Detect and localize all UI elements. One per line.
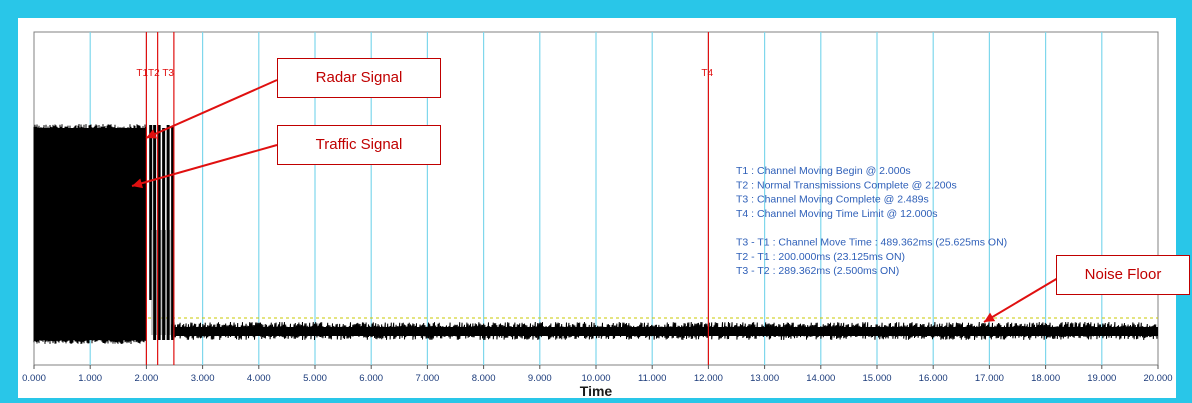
traffic-callout-arrow [131, 144, 278, 187]
annotation-line: T4 : Channel Moving Time Limit @ 12.000s [736, 208, 938, 220]
x-axis-label: Time [580, 383, 613, 399]
x-tick-label: 19.000 [1087, 373, 1116, 384]
x-tick-label: 10.000 [581, 373, 610, 384]
x-tick-label: 3.000 [191, 373, 215, 384]
annotation-line: T3 - T2 : 289.362ms (2.500ms ON) [736, 265, 899, 277]
x-tick-label: 16.000 [919, 373, 948, 384]
x-tick-label: 9.000 [528, 373, 552, 384]
x-tick-label: 12.000 [694, 373, 723, 384]
traffic-callout-arrow-head [132, 178, 143, 189]
noise-floor-trace [171, 321, 1158, 341]
radar-pulse [157, 125, 161, 340]
x-tick-label: 6.000 [359, 373, 383, 384]
marker-cluster-label: T1T2 T3 [136, 68, 174, 79]
radar-pulse [166, 125, 170, 340]
x-tick-label: 14.000 [806, 373, 835, 384]
radar-signal-callout: Radar Signal [277, 58, 441, 98]
annotation-line: T3 : Channel Moving Complete @ 2.489s [736, 194, 929, 206]
radar-callout-arrow [145, 79, 278, 139]
x-tick-label: 7.000 [416, 373, 440, 384]
radar-pulse [162, 128, 166, 340]
x-tick-label: 20.000 [1143, 373, 1172, 384]
annotation-line: T2 : Normal Transmissions Complete @ 2.2… [736, 179, 957, 191]
x-tick-label: 8.000 [472, 373, 496, 384]
traffic-signal-trace [33, 123, 147, 345]
radar-pulse [149, 125, 153, 300]
x-tick-label: 2.000 [135, 373, 159, 384]
x-tick-label: 15.000 [862, 373, 891, 384]
annotation-line: T2 - T1 : 200.000ms (23.125ms ON) [736, 251, 905, 263]
x-tick-label: 11.000 [638, 373, 666, 384]
noise-callout-arrow [983, 277, 1059, 323]
traffic-signal-callout: Traffic Signal [277, 125, 441, 165]
annotation-line: T1 : Channel Moving Begin @ 2.000s [736, 165, 911, 177]
radar-pulse [153, 125, 157, 340]
marker-label-t4: T4 [701, 68, 713, 79]
x-tick-label: 1.000 [78, 373, 102, 384]
annotation-line: T3 - T1 : Channel Move Time : 489.362ms … [736, 237, 1007, 249]
x-tick-label: 4.000 [247, 373, 271, 384]
x-tick-label: 17.000 [975, 373, 1004, 384]
x-tick-label: 5.000 [303, 373, 327, 384]
x-tick-label: 0.000 [22, 373, 46, 384]
noise-callout-arrow-head [984, 312, 996, 322]
radar-pulse [171, 126, 175, 340]
radar-callout-arrow-head [146, 129, 158, 139]
noise-floor-callout: Noise Floor [1056, 255, 1190, 295]
x-tick-label: 18.000 [1031, 373, 1060, 384]
x-tick-label: 13.000 [750, 373, 779, 384]
